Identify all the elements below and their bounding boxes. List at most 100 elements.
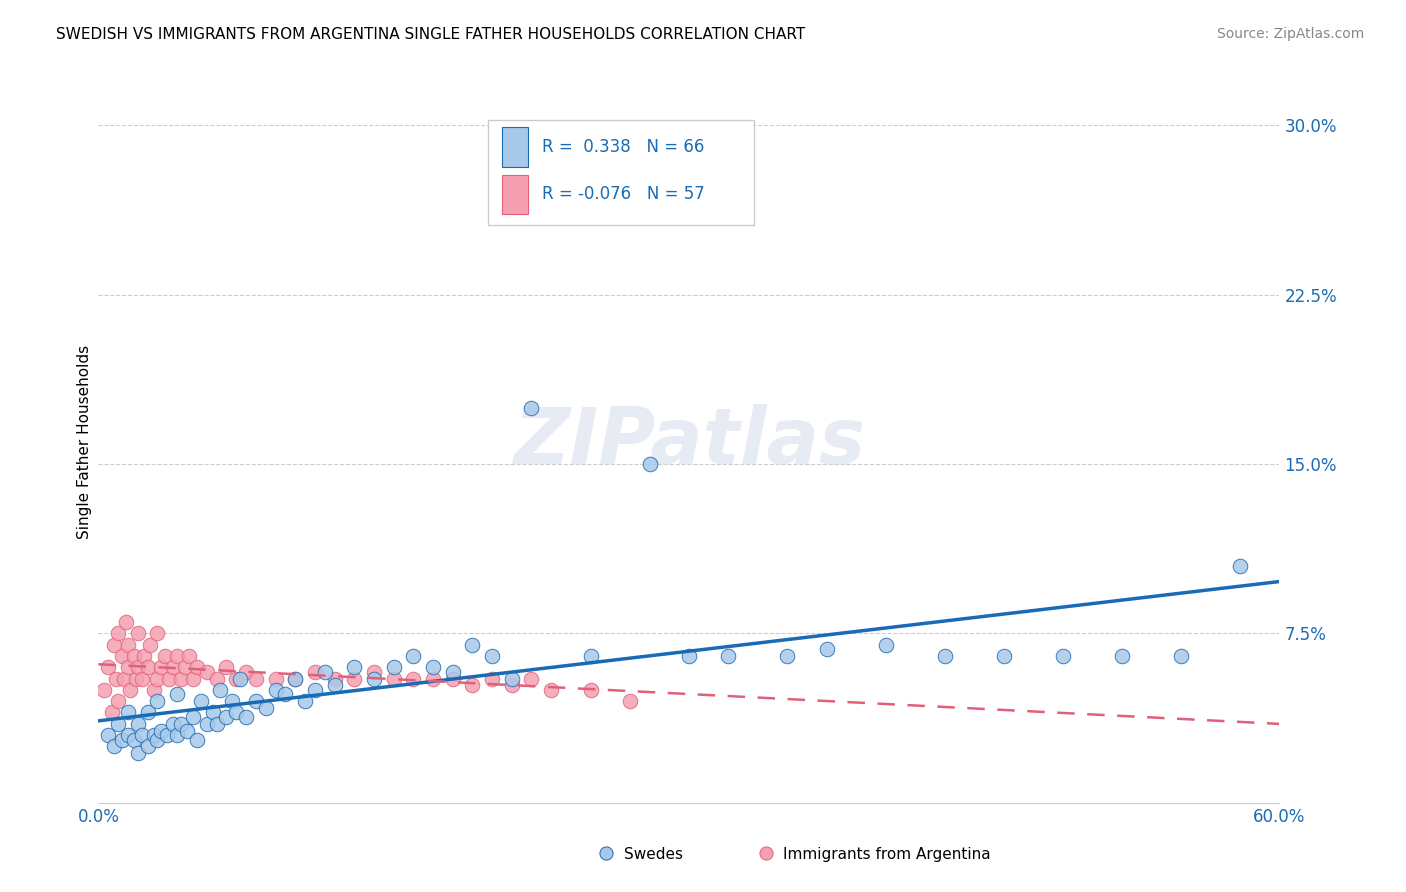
Point bbox=[501, 678, 523, 692]
FancyBboxPatch shape bbox=[502, 175, 529, 214]
Point bbox=[235, 710, 257, 724]
Point bbox=[215, 710, 238, 724]
Point bbox=[229, 672, 252, 686]
Point bbox=[156, 728, 179, 742]
Point bbox=[520, 672, 543, 686]
Point bbox=[170, 672, 193, 686]
Point bbox=[363, 665, 385, 679]
Point bbox=[235, 665, 257, 679]
Point bbox=[176, 723, 198, 738]
Point bbox=[441, 665, 464, 679]
Point bbox=[181, 710, 204, 724]
Point bbox=[245, 672, 267, 686]
Point bbox=[284, 672, 307, 686]
Point bbox=[174, 660, 197, 674]
Point bbox=[195, 716, 218, 731]
Point bbox=[117, 638, 139, 652]
Point bbox=[815, 642, 838, 657]
Point bbox=[776, 648, 799, 663]
Point bbox=[157, 672, 180, 686]
Point bbox=[186, 732, 208, 747]
Point bbox=[441, 672, 464, 686]
Point bbox=[382, 672, 405, 686]
Point bbox=[520, 401, 543, 415]
Point bbox=[343, 672, 366, 686]
Point bbox=[402, 648, 425, 663]
Point bbox=[101, 706, 124, 720]
Text: R =  0.338   N = 66: R = 0.338 N = 66 bbox=[543, 138, 704, 156]
Point bbox=[97, 660, 120, 674]
Point bbox=[540, 682, 562, 697]
Point bbox=[619, 694, 641, 708]
Point bbox=[127, 660, 149, 674]
Point bbox=[118, 682, 141, 697]
Point bbox=[717, 648, 740, 663]
Point bbox=[150, 660, 173, 674]
Text: R = -0.076   N = 57: R = -0.076 N = 57 bbox=[543, 186, 706, 203]
Text: ZIPatlas: ZIPatlas bbox=[513, 403, 865, 480]
Point bbox=[115, 615, 138, 630]
Point bbox=[166, 648, 188, 663]
Point bbox=[146, 672, 169, 686]
Point bbox=[209, 682, 232, 697]
Point bbox=[93, 682, 115, 697]
Point bbox=[579, 682, 602, 697]
Point bbox=[1170, 648, 1192, 663]
Point bbox=[105, 672, 128, 686]
Point bbox=[304, 682, 326, 697]
Point bbox=[127, 716, 149, 731]
Point bbox=[245, 694, 267, 708]
FancyBboxPatch shape bbox=[488, 120, 754, 225]
Point bbox=[107, 626, 129, 640]
Point bbox=[264, 672, 287, 686]
Point bbox=[501, 672, 523, 686]
FancyBboxPatch shape bbox=[502, 128, 529, 167]
Point bbox=[205, 672, 228, 686]
Point bbox=[678, 648, 700, 663]
Point bbox=[294, 694, 316, 708]
Point bbox=[146, 694, 169, 708]
Point bbox=[122, 732, 145, 747]
Point bbox=[117, 728, 139, 742]
Point bbox=[150, 723, 173, 738]
Point bbox=[461, 638, 484, 652]
Point bbox=[993, 648, 1015, 663]
Point bbox=[162, 716, 184, 731]
Point bbox=[142, 728, 165, 742]
Point bbox=[422, 672, 444, 686]
Point bbox=[103, 638, 125, 652]
Point bbox=[146, 732, 169, 747]
Point bbox=[127, 626, 149, 640]
Y-axis label: Single Father Households: Single Father Households bbox=[77, 344, 91, 539]
Point bbox=[127, 746, 149, 760]
Point bbox=[136, 739, 159, 754]
Point bbox=[221, 694, 243, 708]
Point bbox=[107, 716, 129, 731]
Point bbox=[103, 739, 125, 754]
Point bbox=[323, 672, 346, 686]
Point bbox=[225, 672, 247, 686]
Point bbox=[481, 648, 503, 663]
Point bbox=[107, 694, 129, 708]
Point bbox=[136, 706, 159, 720]
Point bbox=[97, 728, 120, 742]
Point bbox=[264, 682, 287, 697]
Point bbox=[363, 672, 385, 686]
Point bbox=[638, 457, 661, 471]
Point bbox=[190, 694, 212, 708]
Point bbox=[117, 660, 139, 674]
Point bbox=[195, 665, 218, 679]
Point bbox=[382, 660, 405, 674]
Point bbox=[111, 648, 134, 663]
Point bbox=[201, 706, 224, 720]
Point bbox=[166, 728, 188, 742]
Point bbox=[274, 687, 297, 701]
Point bbox=[112, 672, 135, 686]
Point bbox=[481, 672, 503, 686]
Point bbox=[934, 648, 956, 663]
Text: Swedes: Swedes bbox=[624, 847, 683, 863]
Point bbox=[1111, 648, 1133, 663]
Point bbox=[284, 672, 307, 686]
Point bbox=[132, 648, 155, 663]
Text: Source: ZipAtlas.com: Source: ZipAtlas.com bbox=[1216, 27, 1364, 41]
